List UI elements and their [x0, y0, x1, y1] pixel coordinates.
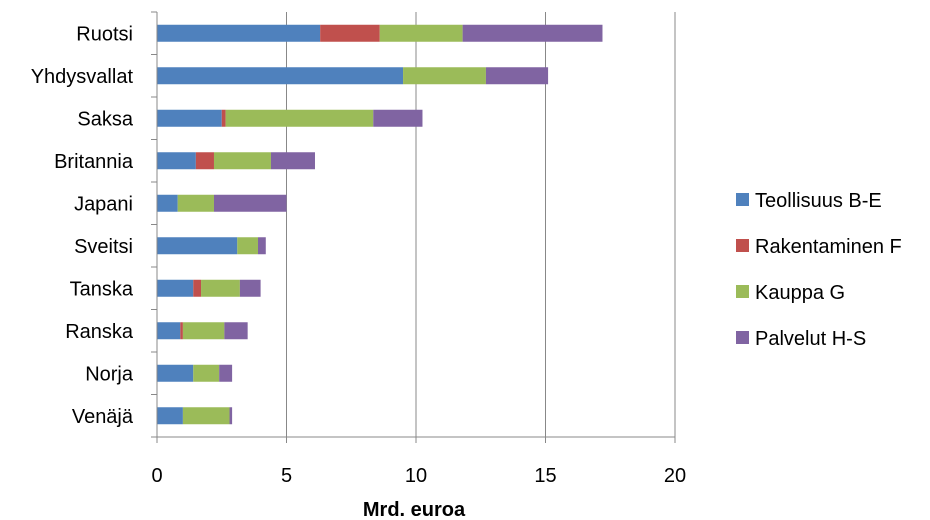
bar-segment	[224, 322, 248, 340]
legend-swatch	[736, 239, 749, 252]
category-label: Ruotsi	[76, 23, 133, 45]
x-tick-label: 20	[664, 465, 686, 487]
bars	[157, 24, 603, 425]
legend-label: Teollisuus B-E	[755, 190, 882, 212]
bar-segment	[193, 279, 202, 297]
category-label: Saksa	[77, 108, 133, 130]
axes	[151, 11, 676, 443]
bar-segment	[258, 237, 266, 255]
category-label: Norja	[85, 363, 134, 385]
legend-label: Rakentaminen F	[755, 236, 902, 258]
x-tick-label: 5	[281, 465, 292, 487]
bar-segment	[219, 364, 233, 382]
category-label: Yhdysvallat	[31, 66, 134, 88]
x-tick-label: 0	[151, 465, 162, 487]
bar-segment	[157, 67, 404, 85]
bar-segment	[379, 24, 463, 42]
bar-segment	[462, 24, 603, 42]
x-axis-title: Mrd. euroa	[363, 499, 466, 520]
x-tick-labels: 0 5 10 15 20	[151, 465, 686, 487]
bar-segment	[373, 109, 423, 127]
bar-segment	[237, 237, 259, 255]
bar-segment	[320, 24, 380, 42]
bar-segment	[157, 237, 238, 255]
category-labels: Ruotsi Yhdysvallat Saksa Britannia Japani Sve…	[31, 23, 134, 428]
bar-segment	[157, 364, 194, 382]
bar-segment	[201, 279, 240, 297]
bar-segment	[157, 194, 178, 212]
bar-segment	[213, 194, 287, 212]
category-label: Japani	[74, 193, 133, 215]
legend-swatch	[736, 285, 749, 298]
legend-label: Palvelut H-S	[755, 328, 866, 350]
bar-segment	[229, 407, 233, 425]
category-label: Ranska	[65, 321, 134, 343]
bar-segment	[157, 322, 181, 340]
legend-label: Kauppa G	[755, 282, 845, 304]
bar-segment	[485, 67, 549, 85]
bar-segment	[182, 407, 230, 425]
bar-segment	[193, 364, 220, 382]
bar-segment	[270, 152, 315, 170]
bar-segment	[157, 24, 321, 42]
category-label: Venäjä	[72, 406, 134, 428]
bar-segment	[403, 67, 486, 85]
bar-segment	[157, 109, 222, 127]
bar-segment	[195, 152, 214, 170]
bar-segment	[180, 322, 183, 340]
bar-segment	[177, 194, 214, 212]
bar-segment	[157, 279, 194, 297]
bar-segment	[182, 322, 225, 340]
legend: Teollisuus B-E Rakentaminen F Kauppa G Palv…	[736, 190, 902, 350]
x-tick-label: 10	[405, 465, 427, 487]
category-label: Tanska	[70, 278, 134, 300]
legend-swatch	[736, 331, 749, 344]
bar-segment	[157, 407, 183, 425]
bar-segment	[157, 152, 196, 170]
bar-segment	[225, 109, 374, 127]
bar-segment	[221, 109, 226, 127]
legend-swatch	[736, 193, 749, 206]
bar-segment	[213, 152, 271, 170]
bar-segment	[239, 279, 261, 297]
category-label: Sveitsi	[74, 236, 133, 258]
x-tick-label: 15	[534, 465, 556, 487]
category-label: Britannia	[54, 151, 134, 173]
